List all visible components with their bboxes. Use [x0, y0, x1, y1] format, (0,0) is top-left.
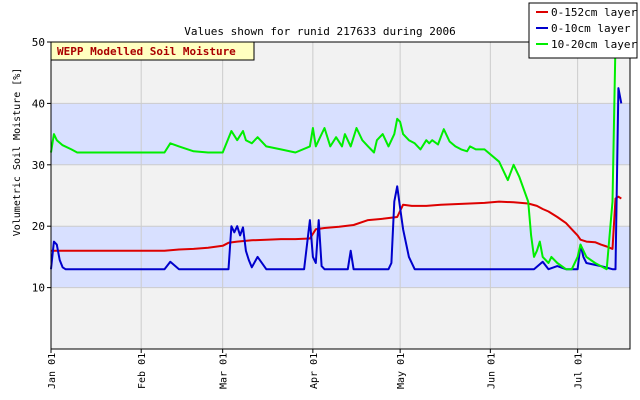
- y-tick-label: 50: [32, 36, 45, 49]
- y-tick-label: 30: [32, 159, 45, 172]
- series-lines: [50, 41, 623, 271]
- y-axis-ticks: 10 20 30 40 50: [32, 36, 51, 295]
- legend-label: 0-10cm layer: [551, 22, 631, 35]
- band: [51, 103, 630, 165]
- legend-label: 10-20cm layer: [551, 38, 637, 51]
- legend: 0-152cm layer 0-10cm layer 10-20cm layer: [528, 2, 638, 59]
- x-tick-label: Feb 01: [137, 353, 148, 389]
- x-tick-label: Mar 01: [219, 353, 230, 389]
- legend-label: 0-152cm layer: [551, 6, 637, 19]
- background-bands: [51, 42, 630, 349]
- x-axis-ticks: Jan 01 Feb 01 Mar 01 Apr 01 May 01 Jun 01 Jul …: [47, 349, 585, 389]
- x-tick-label: May 01: [396, 353, 407, 389]
- x-tick-label: Jun 01: [486, 353, 497, 389]
- plot-frame: [50, 41, 631, 350]
- chart-title: Values shown for runid 217633 during 200…: [184, 25, 456, 38]
- x-tick-label: Apr 01: [309, 353, 320, 389]
- badge: WEPP Modelled Soil Moisture: [50, 41, 255, 61]
- x-tick-label: Jul 01: [574, 353, 585, 389]
- badge-text: WEPP Modelled Soil Moisture: [57, 45, 236, 58]
- series-line-3: [50, 41, 623, 271]
- series-line-2: [50, 87, 623, 271]
- y-tick-label: 40: [32, 97, 45, 110]
- y-tick-label: 20: [32, 220, 45, 233]
- x-tick-label: Jan 01: [47, 353, 58, 389]
- y-tick-label: 10: [32, 282, 45, 295]
- y-axis-label: Volumetric Soil Moisture [%]: [12, 68, 23, 237]
